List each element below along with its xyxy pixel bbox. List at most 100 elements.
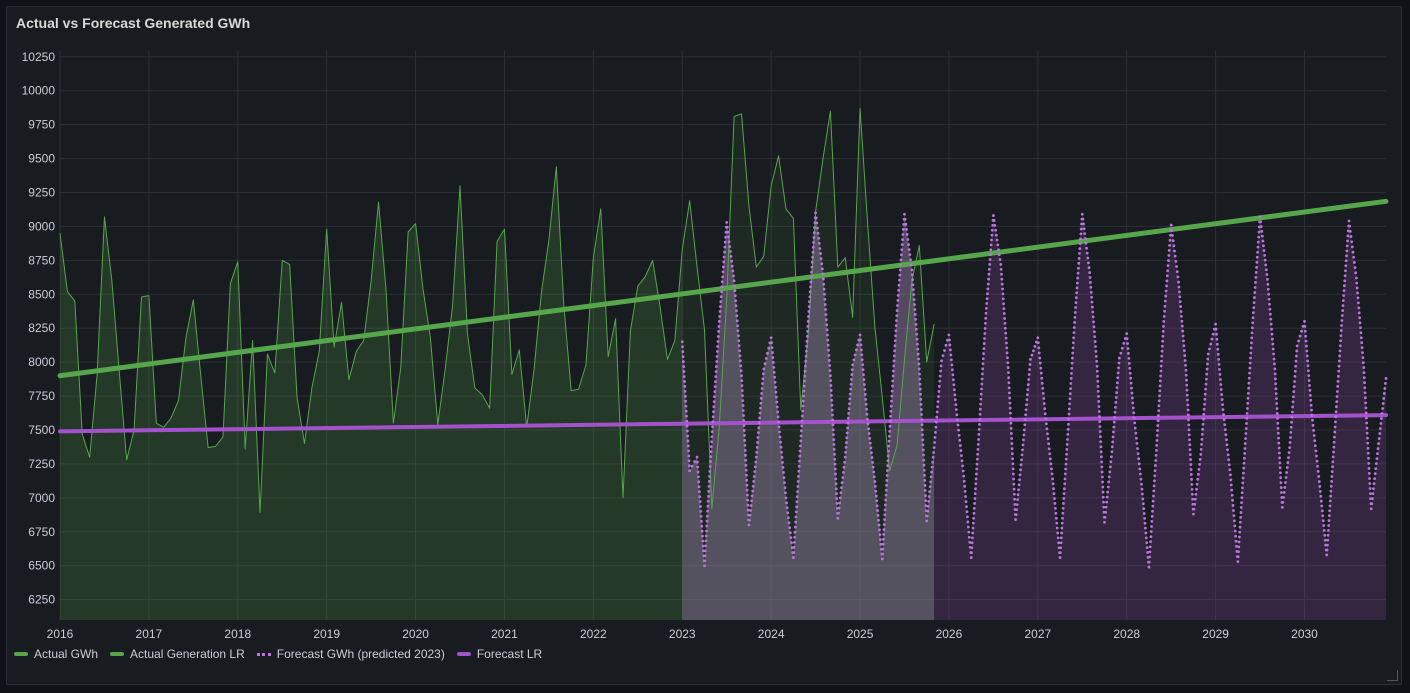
forecast-dot — [1151, 499, 1155, 503]
forecast-dot — [1314, 449, 1318, 453]
forecast-dot — [799, 439, 803, 443]
forecast-dot — [1165, 274, 1169, 278]
forecast-dot — [911, 288, 915, 292]
forecast-dot — [1381, 402, 1385, 405]
forecast-dot — [1066, 427, 1070, 431]
forecast-dot — [1380, 417, 1383, 420]
forecast-dot — [923, 478, 927, 482]
forecast-dot — [1277, 451, 1281, 455]
forecast-dot — [1163, 299, 1167, 303]
forecast-dot — [1336, 374, 1340, 378]
forecast-dot — [1040, 376, 1044, 380]
forecast-dot — [1320, 504, 1324, 508]
forecast-dot — [1229, 478, 1233, 482]
forecast-dot — [919, 392, 922, 396]
forecast-dot — [711, 415, 715, 419]
forecast-dot — [1274, 377, 1277, 381]
legend-item-forecast-lr[interactable]: Forecast LR — [456, 647, 542, 661]
forecast-dot — [990, 233, 994, 237]
forecast-dot — [1111, 435, 1115, 439]
forecast-dot — [741, 409, 745, 412]
forecast-dot — [1140, 487, 1144, 491]
forecast-dot — [793, 535, 797, 539]
forecast-dot — [987, 272, 991, 276]
forecast-dot — [887, 434, 891, 438]
forecast-dot — [744, 463, 748, 467]
forecast-dot — [1201, 422, 1205, 426]
forecast-dot — [938, 374, 942, 378]
forecast-dot — [1373, 472, 1377, 476]
legend-item-actual-generation-lr[interactable]: Actual Generation LR — [110, 647, 245, 661]
forecast-dot — [744, 453, 747, 457]
forecast-dot — [731, 269, 735, 273]
forecast-dot — [1019, 468, 1022, 472]
forecast-dot — [1360, 346, 1364, 350]
forecast-dot — [1069, 382, 1073, 385]
forecast-dot — [1000, 277, 1004, 281]
forecast-dot — [1109, 455, 1113, 459]
forecast-dot — [734, 299, 738, 303]
forecast-dot — [1007, 376, 1011, 380]
forecast-dot — [1173, 249, 1176, 253]
forecast-dot — [856, 343, 859, 347]
forecast-dot — [1127, 356, 1131, 360]
forecast-dot — [1012, 482, 1016, 486]
forecast-dot — [889, 404, 893, 408]
forecast-dot — [1095, 364, 1099, 368]
y-tick-label: 7500 — [28, 423, 55, 437]
forecast-dot — [1096, 389, 1100, 393]
forecast-dot — [1009, 426, 1013, 430]
forecast-dot — [1294, 354, 1298, 358]
forecast-dot — [1140, 482, 1143, 486]
forecast-dot — [774, 390, 778, 394]
forecast-dot — [1164, 289, 1168, 293]
forecast-dot — [974, 477, 978, 481]
legend-item-forecast-gwh[interactable]: Forecast GWh (predicted 2023) — [256, 647, 445, 661]
forecast-dot — [1079, 232, 1083, 236]
forecast-dot — [875, 499, 879, 503]
forecast-dot — [1090, 295, 1094, 299]
panel-title[interactable]: Actual vs Forecast Generated GWh — [16, 15, 251, 31]
forecast-dot — [1355, 286, 1359, 290]
forecast-dot — [1064, 467, 1068, 471]
forecast-dot — [701, 544, 705, 548]
forecast-dot — [1290, 415, 1294, 419]
forecast-dot — [1091, 310, 1095, 314]
forecast-dot — [1041, 386, 1045, 390]
forecast-dot — [706, 499, 710, 503]
forecast-dot — [1246, 391, 1250, 395]
forecast-dot — [713, 385, 717, 389]
forecast-dot — [1373, 477, 1377, 481]
forecast-dot — [833, 467, 837, 471]
forecast-dot — [1232, 514, 1236, 518]
forecast-dot — [983, 327, 987, 330]
forecast-dot — [758, 416, 762, 420]
forecast-dot — [1136, 452, 1140, 455]
forecast-dot — [721, 265, 725, 269]
forecast-dot — [1168, 233, 1172, 237]
forecast-dot — [1238, 525, 1242, 529]
forecast-dot — [1290, 420, 1293, 424]
forecast-dot — [1317, 475, 1321, 478]
forecast-dot — [891, 369, 895, 373]
forecast-dot — [1254, 276, 1258, 279]
forecast-dot — [759, 396, 763, 400]
forecast-dot — [1255, 260, 1259, 264]
legend-item-actual-gwh[interactable]: Actual GWh — [14, 647, 98, 661]
forecast-dot — [1321, 514, 1325, 518]
forecast-dot — [1185, 383, 1189, 387]
forecast-dot — [833, 452, 836, 456]
forecast-dot — [982, 347, 986, 351]
forecast-dot — [1273, 367, 1277, 371]
forecast-dot — [997, 253, 1001, 257]
forecast-dot — [1169, 223, 1173, 227]
forecast-dot — [700, 529, 704, 533]
forecast-dot — [724, 235, 727, 239]
forecast-dot — [1068, 392, 1072, 396]
forecast-dot — [1187, 428, 1191, 432]
resize-handle-icon[interactable] — [1387, 670, 1398, 681]
forecast-dot — [716, 345, 720, 348]
forecast-dot — [760, 387, 764, 390]
forecast-dot — [682, 375, 686, 378]
forecast-dot — [732, 274, 735, 278]
